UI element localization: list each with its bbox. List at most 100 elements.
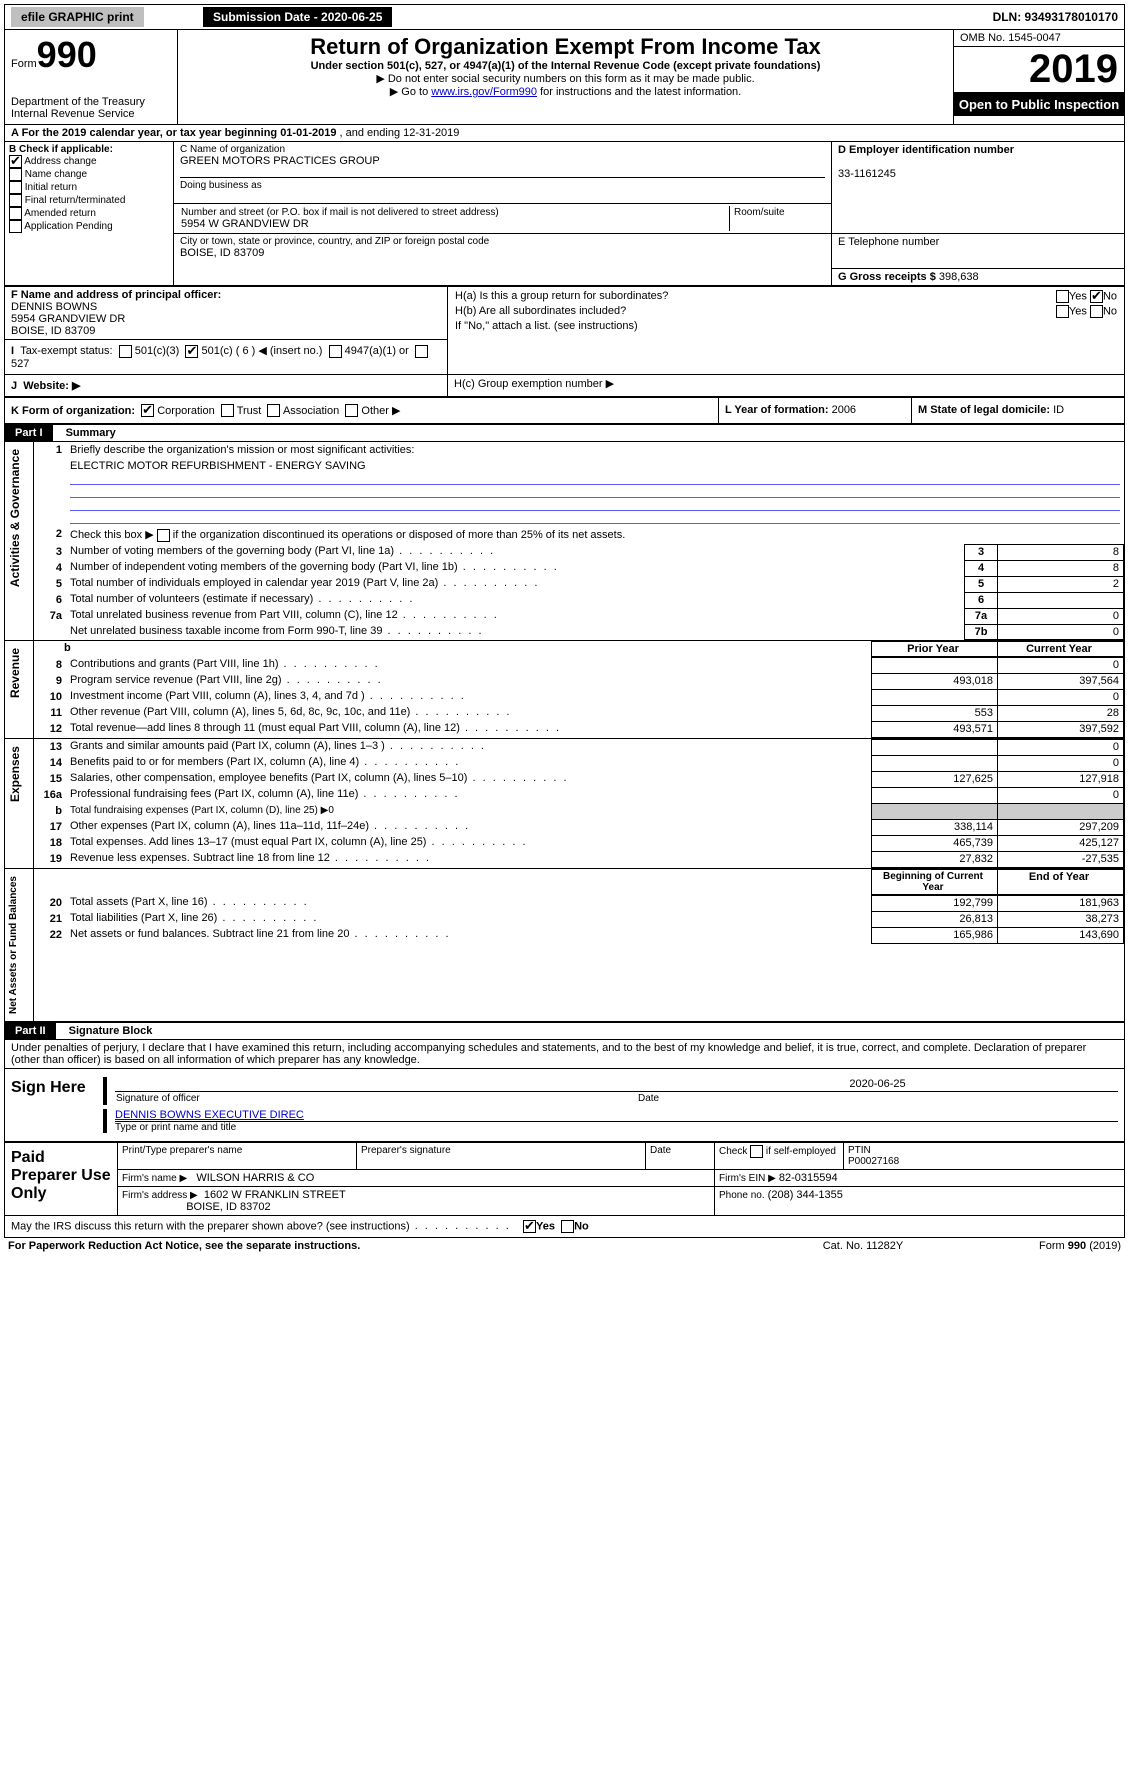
website-label: Website: ▶ [23, 380, 80, 392]
ein-label: D Employer identification number [838, 144, 1014, 156]
sig-officer-label: Signature of officer [115, 1091, 637, 1105]
city-value: BOISE, ID 83709 [180, 247, 825, 259]
amended-label: Amended return [24, 208, 96, 219]
line-row: 12Total revenue—add lines 8 through 11 (… [34, 721, 1124, 737]
line-row: 13Grants and similar amounts paid (Part … [34, 739, 1124, 755]
assoc-checkbox[interactable] [267, 404, 280, 417]
address-change-checkbox[interactable] [9, 155, 22, 168]
l-value: 2006 [832, 404, 856, 416]
hb-note: If "No," attach a list. (see instruction… [454, 319, 1118, 333]
self-emp-label: if self-employed [766, 1146, 836, 1157]
city-label: City or town, state or province, country… [180, 236, 825, 247]
c-checkbox[interactable] [185, 345, 198, 358]
line-row: 8Contributions and grants (Part VIII, li… [34, 657, 1124, 673]
q1-answer: ELECTRIC MOTOR REFURBISHMENT - ENERGY SA… [70, 460, 366, 472]
other-label: Other ▶ [361, 405, 400, 417]
dln-label: DLN: 93493178010170 [521, 5, 1124, 30]
discuss-no-checkbox[interactable] [561, 1220, 574, 1233]
assoc-label: Association [283, 405, 339, 417]
period-end: , and ending 12-31-2019 [340, 127, 460, 139]
firm-addr2: BOISE, ID 83702 [186, 1201, 270, 1213]
cat-no: Cat. No. 11282Y [769, 1238, 957, 1254]
line-row: 17Other expenses (Part IX, column (A), l… [34, 819, 1124, 835]
part2: Part II Signature Block Under penalties … [4, 1022, 1125, 1069]
final-return-checkbox[interactable] [9, 194, 22, 207]
side-governance: Activities & Governance [6, 443, 24, 593]
prep-sig-label: Preparer's signature [357, 1142, 646, 1169]
org-name-label: C Name of organization [180, 144, 825, 155]
begin-year-header: Beginning of Current Year [872, 869, 998, 894]
hb-no-checkbox[interactable] [1090, 305, 1103, 318]
firm-addr-label: Firm's address ▶ [122, 1190, 198, 1201]
officer-label: F Name and address of principal officer: [11, 289, 221, 301]
initial-return-checkbox[interactable] [9, 181, 22, 194]
form-header: Form990 Department of the Treasury Inter… [4, 30, 1125, 125]
phone-value: (208) 344-1355 [768, 1189, 843, 1201]
net-table: 20Total assets (Part X, line 16)192,7991… [34, 895, 1124, 944]
other-checkbox[interactable] [345, 404, 358, 417]
goto-pre: ▶ Go to [390, 86, 431, 98]
discuss-yes-label: Yes [536, 1220, 555, 1232]
amended-checkbox[interactable] [9, 207, 22, 220]
line-row: 20Total assets (Part X, line 16)192,7991… [34, 895, 1124, 911]
tax-exempt-label: Tax-exempt status: [20, 345, 112, 357]
gross-receipts-label: G Gross receipts $ [838, 271, 936, 283]
telephone-label: E Telephone number [838, 236, 939, 248]
pra-notice: For Paperwork Reduction Act Notice, see … [8, 1240, 360, 1252]
box-b-label: B Check if applicable: [9, 144, 113, 155]
line-row: 4Number of independent voting members of… [34, 560, 1124, 576]
initial-return-label: Initial return [25, 182, 77, 193]
part2-title: Signature Block [59, 1025, 153, 1037]
a4947-checkbox[interactable] [329, 345, 342, 358]
address-change-label: Address change [24, 156, 96, 167]
expenses-table: 13Grants and similar amounts paid (Part … [34, 739, 1124, 868]
line-row: 21Total liabilities (Part X, line 26)26,… [34, 911, 1124, 927]
m-label: M State of legal domicile: [918, 404, 1050, 416]
firm-addr1: 1602 W FRANKLIN STREET [204, 1189, 346, 1201]
line-row: 14Benefits paid to or for members (Part … [34, 755, 1124, 771]
app-pending-checkbox[interactable] [9, 220, 22, 233]
discuss-yes-checkbox[interactable] [523, 1220, 536, 1233]
name-title-label: Type or print name and title [115, 1122, 1118, 1133]
officer-l1: DENNIS BOWNS [11, 301, 97, 313]
form-number: 990 [37, 34, 97, 75]
info-block: B Check if applicable: Address change Na… [4, 142, 1125, 286]
phone-label: Phone no. [719, 1190, 765, 1201]
discuss-label: May the IRS discuss this return with the… [11, 1220, 511, 1232]
footer: For Paperwork Reduction Act Notice, see … [4, 1238, 1125, 1254]
sign-here-label: Sign Here [5, 1069, 98, 1142]
subtitle-2: ▶ Do not enter social security numbers o… [186, 72, 945, 85]
app-pending-label: Application Pending [24, 221, 112, 232]
officer-l3: BOISE, ID 83709 [11, 325, 95, 337]
firm-ein-label: Firm's EIN ▶ [719, 1173, 776, 1184]
q2-checkbox[interactable] [157, 529, 170, 542]
end-year-header: End of Year [998, 869, 1124, 894]
part2-header: Part II [5, 1023, 56, 1039]
preparer-block: Paid Preparer Use Only Print/Type prepar… [4, 1142, 1125, 1238]
q2-pre: Check this box ▶ [70, 529, 154, 541]
ptin-value: P00027168 [848, 1156, 899, 1167]
officer-name-link[interactable]: DENNIS BOWNS EXECUTIVE DIREC [115, 1109, 304, 1121]
final-return-label: Final return/terminated [25, 195, 126, 206]
trust-checkbox[interactable] [221, 404, 234, 417]
hb-yes-checkbox[interactable] [1056, 305, 1069, 318]
submission-date-button[interactable]: Submission Date - 2020-06-25 [203, 7, 392, 27]
line-row: 7aTotal unrelated business revenue from … [34, 608, 1124, 624]
line-row: bTotal fundraising expenses (Part IX, co… [34, 803, 1124, 819]
check-label: Check [719, 1146, 747, 1157]
s527-checkbox[interactable] [415, 345, 428, 358]
klm-row: K Form of organization: Corporation Trus… [4, 397, 1125, 425]
side-net: Net Assets or Fund Balances [6, 870, 21, 1020]
name-change-checkbox[interactable] [9, 168, 22, 181]
c3-checkbox[interactable] [119, 345, 132, 358]
top-bar: efile GRAPHIC print Submission Date - 20… [4, 4, 1125, 30]
perjury-statement: Under penalties of perjury, I declare th… [5, 1039, 1125, 1068]
form990-link[interactable]: www.irs.gov/Form990 [431, 86, 537, 98]
efile-button[interactable]: efile GRAPHIC print [11, 7, 144, 27]
ha-no-checkbox[interactable] [1090, 290, 1103, 303]
ha-yes-checkbox[interactable] [1056, 290, 1069, 303]
line-row: 3Number of voting members of the governi… [34, 544, 1124, 560]
corp-checkbox[interactable] [141, 404, 154, 417]
self-employed-checkbox[interactable] [750, 1145, 763, 1158]
part1: Part I Summary Activities & Governance 1… [4, 424, 1125, 1022]
